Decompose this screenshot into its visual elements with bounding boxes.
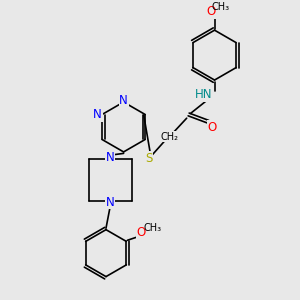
Text: O: O — [206, 5, 216, 19]
Text: CH₃: CH₃ — [212, 2, 230, 12]
Text: N: N — [119, 94, 128, 107]
Text: S: S — [145, 152, 152, 165]
Text: CH₃: CH₃ — [144, 223, 162, 233]
Text: O: O — [136, 226, 146, 239]
Text: CH₂: CH₂ — [160, 132, 178, 142]
Text: O: O — [208, 121, 217, 134]
Text: N: N — [93, 108, 102, 121]
Text: N: N — [106, 151, 115, 164]
Text: HN: HN — [195, 88, 212, 101]
Text: N: N — [106, 196, 115, 209]
